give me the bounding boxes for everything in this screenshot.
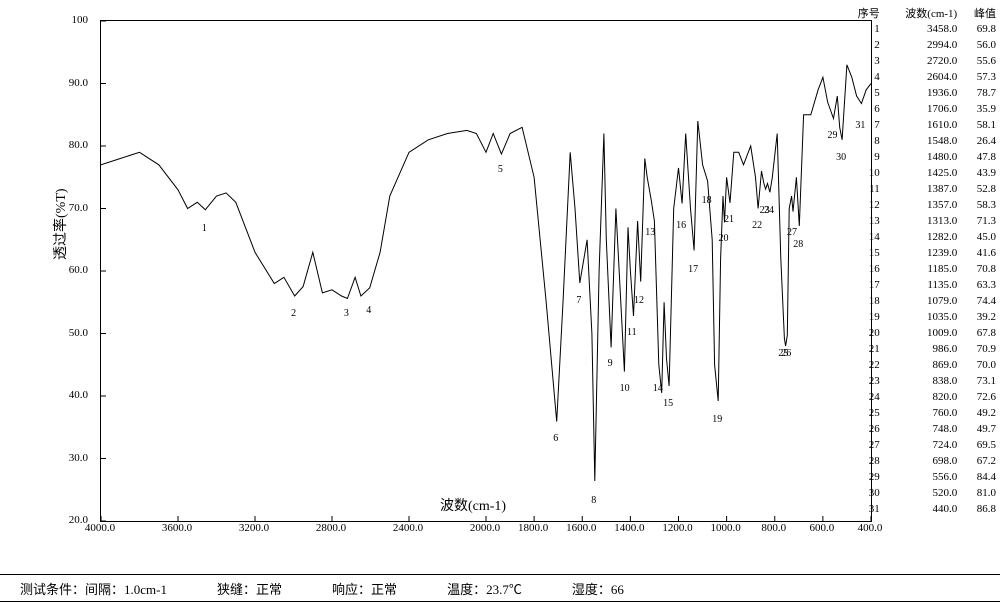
col-index: 序号 bbox=[845, 5, 884, 21]
table-row: 22994.056.0 bbox=[845, 37, 1000, 53]
table-row: 121357.058.3 bbox=[845, 197, 1000, 213]
x-tick-label: 2000.0 bbox=[470, 522, 500, 534]
x-axis-label: 波数(cm-1) bbox=[440, 495, 506, 515]
x-tick-label: 1800.0 bbox=[518, 522, 548, 534]
peak-label: 1 bbox=[202, 223, 207, 234]
x-tick-label: 1400.0 bbox=[614, 522, 644, 534]
table-row: 22869.070.0 bbox=[845, 357, 1000, 373]
peak-label: 17 bbox=[688, 264, 698, 275]
y-tick-label: 50.0 bbox=[69, 327, 88, 339]
peak-label: 16 bbox=[676, 220, 686, 231]
y-tick-label: 80.0 bbox=[69, 139, 88, 151]
table-row: 71610.058.1 bbox=[845, 117, 1000, 133]
table-row: 191035.039.2 bbox=[845, 309, 1000, 325]
x-tick-label: 600.0 bbox=[810, 522, 835, 534]
table-row: 111387.052.8 bbox=[845, 181, 1000, 197]
peak-label: 19 bbox=[712, 414, 722, 425]
table-row: 27724.069.5 bbox=[845, 437, 1000, 453]
footer-temp: 温度：23.7℃ bbox=[447, 579, 522, 598]
table-row: 131313.071.3 bbox=[845, 213, 1000, 229]
table-row: 91480.047.8 bbox=[845, 149, 1000, 165]
peak-label: 8 bbox=[591, 495, 596, 506]
table-row: 61706.035.9 bbox=[845, 101, 1000, 117]
table-row: 29556.084.4 bbox=[845, 469, 1000, 485]
table-row: 151239.041.6 bbox=[845, 245, 1000, 261]
table-row: 25760.049.2 bbox=[845, 405, 1000, 421]
footer-response: 响应：正常 bbox=[332, 579, 397, 598]
col-peak: 峰值 bbox=[961, 5, 1000, 21]
y-tick-label: 40.0 bbox=[69, 389, 88, 401]
table-row: 181079.074.4 bbox=[845, 293, 1000, 309]
y-tick-label: 90.0 bbox=[69, 77, 88, 89]
x-tick-label: 1600.0 bbox=[566, 522, 596, 534]
peak-label: 20 bbox=[718, 233, 728, 244]
peak-label: 13 bbox=[645, 227, 655, 238]
peak-data-table: 序号 波数(cm-1) 峰值 13458.069.822994.056.0327… bbox=[845, 5, 1000, 517]
peak-label: 9 bbox=[608, 358, 613, 369]
peak-label: 26 bbox=[781, 348, 791, 359]
peak-label: 11 bbox=[627, 327, 637, 338]
table-row: 161185.070.8 bbox=[845, 261, 1000, 277]
y-tick-label: 70.0 bbox=[69, 202, 88, 214]
x-tick-label: 2400.0 bbox=[393, 522, 423, 534]
x-ticks: 4000.03600.03200.02800.02400.02000.01800… bbox=[100, 522, 870, 542]
table-row: 101425.043.9 bbox=[845, 165, 1000, 181]
y-tick-label: 60.0 bbox=[69, 264, 88, 276]
test-conditions-footer: 测试条件：间隔：1.0cm-1 狭缝：正常 响应：正常 温度：23.7℃ 湿度：… bbox=[0, 574, 1000, 602]
y-tick-label: 30.0 bbox=[69, 452, 88, 464]
table-row: 201009.067.8 bbox=[845, 325, 1000, 341]
peak-label: 14 bbox=[653, 383, 663, 394]
x-tick-label: 400.0 bbox=[858, 522, 883, 534]
table-row: 13458.069.8 bbox=[845, 21, 1000, 37]
y-tick-label: 100 bbox=[72, 14, 89, 26]
x-tick-label: 4000.0 bbox=[85, 522, 115, 534]
peak-label: 7 bbox=[576, 295, 581, 306]
table-row: 23838.073.1 bbox=[845, 373, 1000, 389]
footer-interval: 测试条件：间隔：1.0cm-1 bbox=[20, 579, 167, 598]
table-row: 32720.055.6 bbox=[845, 53, 1000, 69]
peak-label: 2 bbox=[291, 308, 296, 319]
peak-label: 15 bbox=[663, 398, 673, 409]
peak-labels: 1234567891011121314151617181920212223242… bbox=[100, 20, 870, 520]
table-row: 81548.026.4 bbox=[845, 133, 1000, 149]
y-ticks: 20.030.040.050.060.070.080.090.0100 bbox=[55, 20, 90, 520]
peak-label: 18 bbox=[702, 195, 712, 206]
peak-label: 5 bbox=[498, 164, 503, 175]
x-tick-label: 1000.0 bbox=[711, 522, 741, 534]
table-row: 28698.067.2 bbox=[845, 453, 1000, 469]
peak-label: 4 bbox=[366, 305, 371, 316]
peak-label: 10 bbox=[620, 383, 630, 394]
peak-label: 24 bbox=[764, 205, 774, 216]
peak-label: 28 bbox=[793, 239, 803, 250]
peak-label: 3 bbox=[344, 308, 349, 319]
peak-label: 12 bbox=[634, 295, 644, 306]
ir-spectrum-container: 透过率(%T) 20.030.040.050.060.070.080.090.0… bbox=[0, 0, 1000, 602]
peak-label: 22 bbox=[752, 220, 762, 231]
peak-label: 29 bbox=[827, 130, 837, 141]
peak-label: 21 bbox=[724, 214, 734, 225]
table-row: 171135.063.3 bbox=[845, 277, 1000, 293]
table-row: 141282.045.0 bbox=[845, 229, 1000, 245]
x-tick-label: 3600.0 bbox=[162, 522, 192, 534]
table-row: 26748.049.7 bbox=[845, 421, 1000, 437]
table-row: 30520.081.0 bbox=[845, 485, 1000, 501]
peak-label: 6 bbox=[553, 433, 558, 444]
x-tick-label: 1200.0 bbox=[662, 522, 692, 534]
footer-slit: 狭缝：正常 bbox=[217, 579, 282, 598]
table-row: 42604.057.3 bbox=[845, 69, 1000, 85]
table-row: 51936.078.7 bbox=[845, 85, 1000, 101]
table-row: 24820.072.6 bbox=[845, 389, 1000, 405]
footer-humidity: 湿度：66 bbox=[572, 579, 624, 598]
peak-label: 27 bbox=[787, 227, 797, 238]
col-wavenumber: 波数(cm-1) bbox=[884, 5, 961, 21]
chart-area: 透过率(%T) 20.030.040.050.060.070.080.090.0… bbox=[40, 10, 850, 550]
table-row: 31440.086.8 bbox=[845, 501, 1000, 517]
x-tick-label: 3200.0 bbox=[239, 522, 269, 534]
table-row: 21986.070.9 bbox=[845, 341, 1000, 357]
x-tick-label: 800.0 bbox=[761, 522, 786, 534]
x-tick-label: 2800.0 bbox=[316, 522, 346, 534]
